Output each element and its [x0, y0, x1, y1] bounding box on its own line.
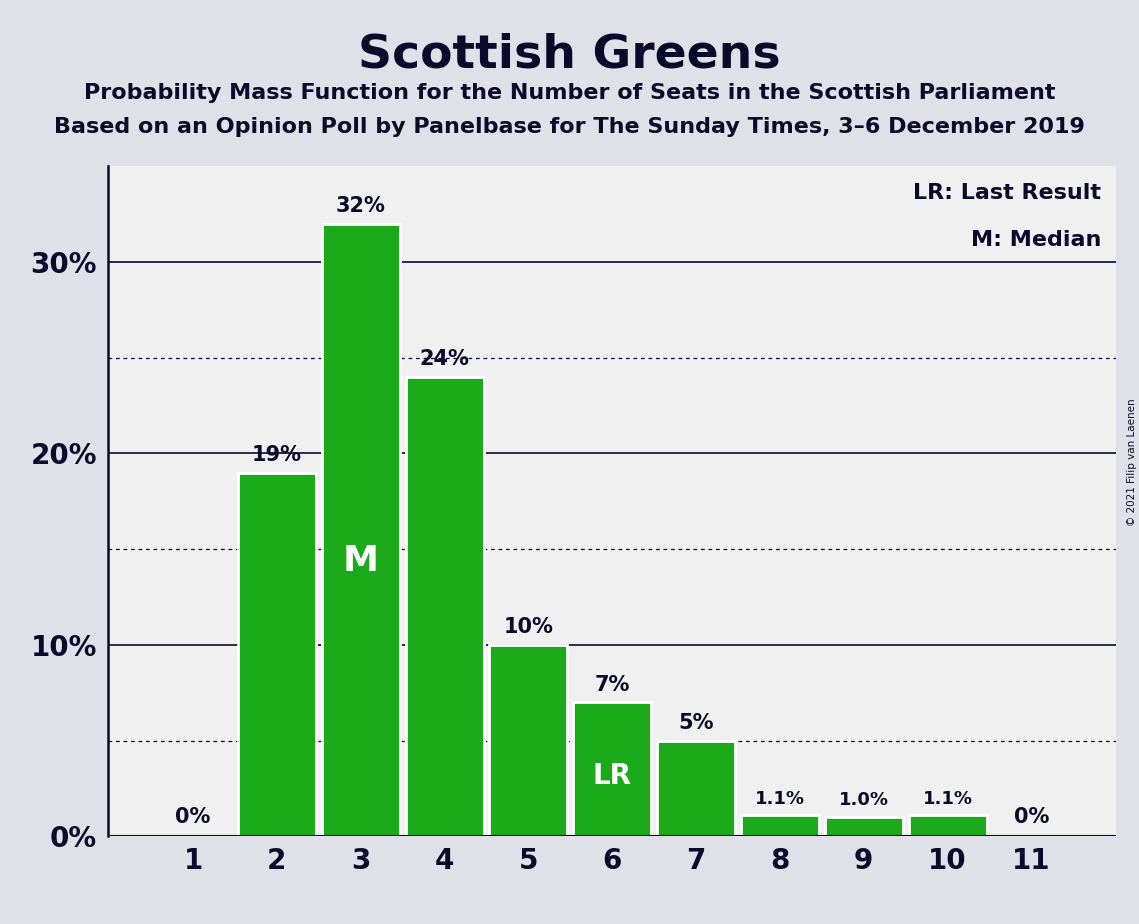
Text: 32%: 32%	[336, 196, 386, 216]
Text: Scottish Greens: Scottish Greens	[358, 32, 781, 78]
Text: 1.0%: 1.0%	[838, 792, 888, 809]
Bar	[321, 224, 400, 836]
Text: 0%: 0%	[175, 807, 211, 827]
Bar	[825, 817, 903, 836]
Text: 0%: 0%	[1014, 807, 1049, 827]
Text: © 2021 Filip van Laenen: © 2021 Filip van Laenen	[1126, 398, 1137, 526]
Bar	[573, 702, 652, 836]
Text: LR: LR	[592, 762, 632, 790]
Text: 1.1%: 1.1%	[923, 789, 973, 808]
Bar	[405, 377, 484, 836]
Text: 7%: 7%	[595, 675, 630, 695]
Text: 24%: 24%	[419, 349, 469, 370]
Bar	[238, 472, 316, 836]
Text: Probability Mass Function for the Number of Seats in the Scottish Parliament: Probability Mass Function for the Number…	[84, 83, 1055, 103]
Text: 1.1%: 1.1%	[755, 789, 805, 808]
Text: 10%: 10%	[503, 617, 554, 638]
Text: Based on an Opinion Poll by Panelbase for The Sunday Times, 3–6 December 2019: Based on an Opinion Poll by Panelbase fo…	[54, 117, 1085, 138]
Text: M: Median: M: Median	[970, 230, 1101, 250]
Bar	[909, 815, 986, 836]
Bar	[490, 645, 567, 836]
Text: 19%: 19%	[252, 444, 302, 465]
Bar	[740, 815, 819, 836]
Text: 5%: 5%	[679, 712, 714, 733]
Text: M: M	[343, 543, 378, 578]
Bar	[657, 740, 735, 836]
Text: LR: Last Result: LR: Last Result	[913, 183, 1101, 203]
